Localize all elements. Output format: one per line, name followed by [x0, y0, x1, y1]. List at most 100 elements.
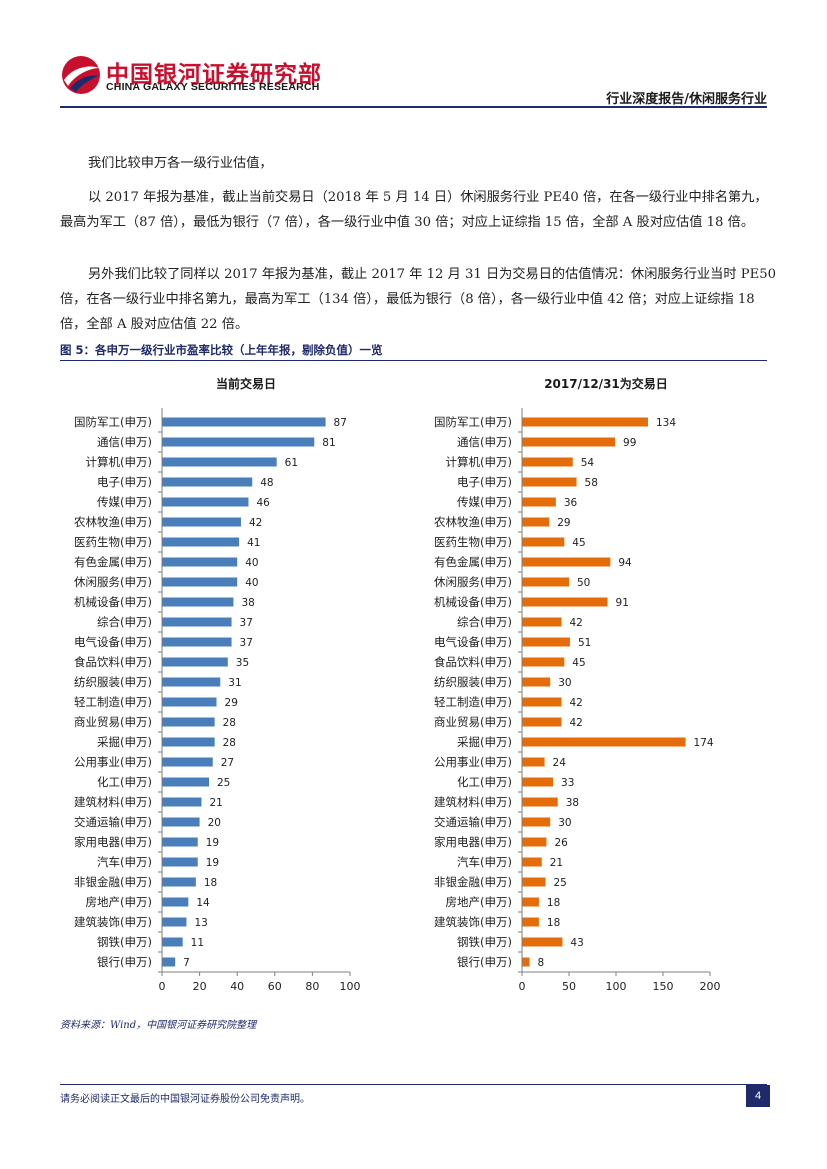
bar — [522, 637, 570, 647]
category-label: 电气设备(申万) — [434, 635, 512, 649]
figure-source: 资料来源：Wind，中国银河证券研究院整理 — [60, 1020, 257, 1031]
bar — [162, 877, 196, 887]
category-label: 农林牧渔(申万) — [74, 515, 152, 529]
bar — [162, 597, 234, 607]
data-label: 37 — [240, 637, 253, 649]
data-label: 94 — [618, 557, 632, 569]
page-number: 4 — [746, 1085, 770, 1107]
footer-divider — [60, 1084, 767, 1085]
bar — [522, 697, 562, 707]
category-label: 计算机(申万) — [86, 455, 152, 469]
bar — [162, 677, 221, 687]
bar — [522, 437, 616, 447]
category-label: 综合(申万) — [457, 615, 512, 629]
bar — [162, 497, 249, 507]
category-label: 公用事业(申万) — [434, 755, 512, 769]
category-label: 电子(申万) — [457, 475, 512, 489]
bar — [522, 517, 550, 527]
footer-disclaimer: 请务必阅读正文最后的中国银河证券股份公司免责声明。 — [60, 1094, 310, 1105]
category-label: 国防军工(申万) — [434, 415, 512, 429]
data-label: 36 — [564, 497, 578, 509]
category-label: 通信(申万) — [457, 435, 512, 449]
category-label: 通信(申万) — [97, 435, 152, 449]
category-label: 食品饮料(申万) — [434, 655, 512, 669]
bar — [522, 817, 551, 827]
bar — [522, 717, 562, 727]
category-label: 计算机(申万) — [446, 455, 512, 469]
paragraph-yearend-valuation: 另外我们比较了同样以 2017 年报为基准，截止 2017 年 12 月 31 … — [60, 267, 777, 332]
data-label: 33 — [561, 777, 574, 789]
bar — [162, 697, 217, 707]
bar — [162, 437, 315, 447]
bar — [522, 577, 569, 587]
category-label: 传媒(申万) — [97, 495, 152, 509]
data-label: 30 — [558, 677, 571, 689]
category-label: 建筑材料(申万) — [434, 795, 512, 809]
paragraph-current-valuation: 以 2017 年报为基准，截止当前交易日（2018 年 5 月 14 日）休闲服… — [60, 190, 768, 230]
bar — [162, 777, 209, 787]
chart-title: 当前交易日 — [216, 376, 276, 391]
bar — [162, 717, 215, 727]
category-label: 房地产(申万) — [446, 895, 512, 909]
data-label: 18 — [547, 897, 560, 909]
data-label: 37 — [240, 617, 253, 629]
data-label: 48 — [260, 477, 273, 489]
data-label: 25 — [554, 877, 567, 889]
data-label: 30 — [558, 817, 571, 829]
figure-title: 图 5：各申万一级行业市盈率比较（上年年报，剔除负值）一览 — [60, 343, 383, 357]
category-label: 建筑装饰(申万) — [434, 915, 512, 929]
x-tick-label: 0 — [159, 980, 166, 993]
bar — [162, 937, 183, 947]
data-label: 46 — [256, 497, 270, 509]
bar — [162, 577, 238, 587]
data-label: 28 — [223, 717, 236, 729]
category-label: 电气设备(申万) — [74, 635, 152, 649]
x-tick-label: 50 — [562, 980, 576, 993]
bar — [162, 737, 215, 747]
category-label: 非银金融(申万) — [434, 875, 512, 889]
data-label: 18 — [547, 917, 560, 929]
category-label: 医药生物(申万) — [74, 535, 152, 549]
data-label: 45 — [572, 657, 585, 669]
category-label: 休闲服务(申万) — [74, 575, 152, 589]
bar — [522, 417, 648, 427]
bar — [522, 537, 565, 547]
brand-name-en: CHINA GALAXY SECURITIES RESEARCH — [106, 81, 320, 93]
category-label: 电子(申万) — [97, 475, 152, 489]
data-label: 25 — [217, 777, 230, 789]
category-label: 钢铁(申万) — [457, 935, 512, 949]
data-label: 19 — [206, 857, 219, 869]
category-label: 医药生物(申万) — [434, 535, 512, 549]
data-label: 21 — [209, 797, 222, 809]
data-label: 81 — [322, 437, 335, 449]
category-label: 传媒(申万) — [457, 495, 512, 509]
galaxy-logo-icon — [62, 56, 100, 94]
data-label: 50 — [577, 577, 590, 589]
bar — [162, 857, 198, 867]
category-label: 建筑材料(申万) — [74, 795, 152, 809]
data-label: 87 — [334, 417, 347, 429]
data-label: 99 — [623, 437, 636, 449]
data-label: 174 — [694, 737, 714, 749]
data-label: 38 — [241, 597, 254, 609]
category-label: 食品饮料(申万) — [74, 655, 152, 669]
x-tick-label: 200 — [700, 980, 721, 993]
category-label: 轻工制造(申万) — [74, 695, 152, 709]
data-label: 14 — [196, 897, 210, 909]
data-label: 54 — [581, 457, 595, 469]
data-label: 29 — [225, 697, 238, 709]
bar — [522, 497, 556, 507]
category-label: 轻工制造(申万) — [434, 695, 512, 709]
brand-name-cn: 中国银河证券研究部 — [106, 62, 322, 88]
bar — [522, 677, 551, 687]
x-tick-label: 100 — [606, 980, 627, 993]
category-label: 纺织服装(申万) — [434, 675, 512, 689]
data-label: 42 — [569, 717, 582, 729]
data-label: 35 — [236, 657, 249, 669]
data-label: 31 — [228, 677, 241, 689]
bar — [522, 897, 539, 907]
data-label: 29 — [557, 517, 570, 529]
category-label: 有色金属(申万) — [74, 555, 152, 569]
data-label: 24 — [553, 757, 567, 769]
